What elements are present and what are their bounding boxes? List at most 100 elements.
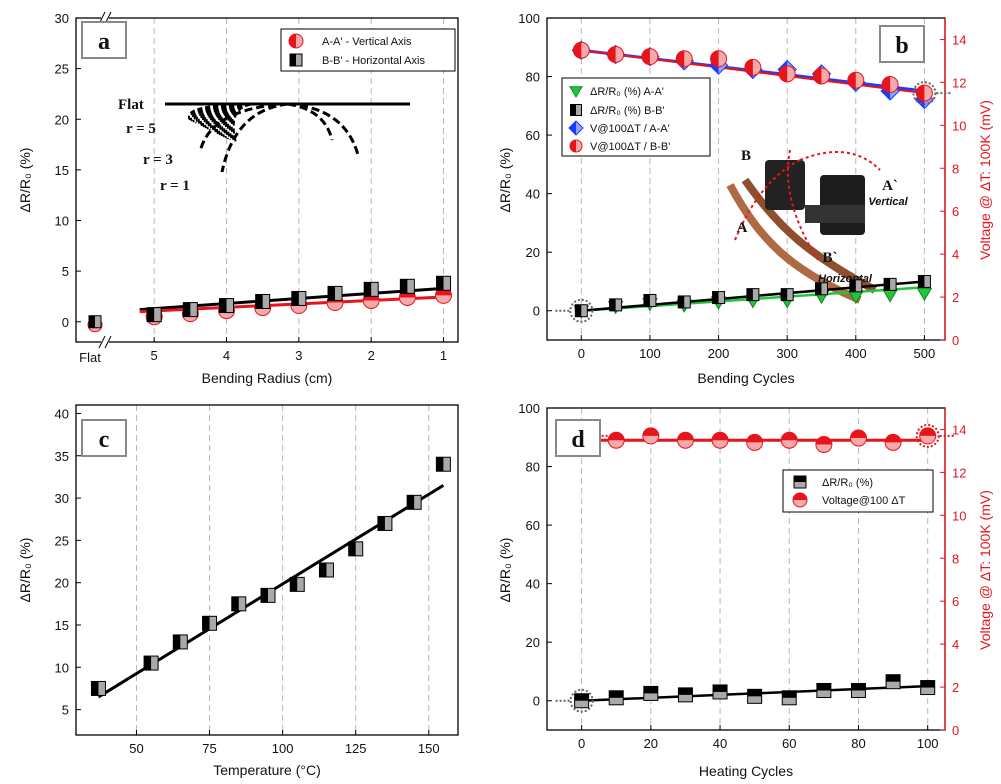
plot-frame <box>546 407 946 731</box>
legend-label: ΔR/R₀ (%) A-A' <box>590 86 664 98</box>
y-tick-label: 100 <box>518 401 540 416</box>
y-right-axis-title: Voltage @ ΔT: 100K (mV) <box>977 100 993 260</box>
legend-marker-half <box>793 493 807 500</box>
data-point <box>916 287 933 302</box>
data-point-half <box>255 294 263 309</box>
y-tick-label: 5 <box>62 703 69 718</box>
y-right-tick-label: 12 <box>952 465 966 480</box>
inset-curve <box>219 103 259 137</box>
panel-label: b <box>895 33 908 59</box>
y-tick-label: 20 <box>526 635 540 650</box>
data-point-half <box>710 50 719 67</box>
x-tick-label: 100 <box>917 736 939 751</box>
data-point-half <box>219 298 227 313</box>
x-tick-label: 100 <box>639 346 661 361</box>
y-tick-label: 25 <box>55 62 69 77</box>
y-right-tick-label: 10 <box>952 118 966 133</box>
inset-label: r = 5 <box>126 121 156 137</box>
data-point-half <box>573 42 582 59</box>
panel-b: 0 100 200 300 400 500 0 20 40 60 80 100 0 2 4 6 8 10 12 14 B… <box>497 11 993 386</box>
data-point-half <box>261 588 268 603</box>
y-tick-label: 20 <box>526 245 540 260</box>
y-tick-label: 100 <box>518 11 540 26</box>
data-point-half <box>319 563 327 577</box>
data-point-half <box>642 427 659 436</box>
y-tick-label: 40 <box>526 187 540 202</box>
y-right-tick-label: 14 <box>952 32 966 47</box>
data-point-half <box>744 59 753 76</box>
x-tick-label: 2 <box>368 348 375 363</box>
inset-label: A <box>737 220 748 236</box>
data-point-half <box>436 276 444 291</box>
x-tick-label: 100 <box>272 741 294 756</box>
y-right-tick-label: 10 <box>952 508 966 523</box>
data-point-half <box>712 291 719 304</box>
inset-curve <box>220 102 289 173</box>
y-tick-label: 35 <box>55 449 69 464</box>
data-point-half <box>678 295 685 308</box>
data-point-half <box>364 282 372 297</box>
y-right-tick-label: 2 <box>952 680 959 695</box>
data-point-half <box>813 67 822 84</box>
inset-curve <box>223 103 259 139</box>
legend-marker-half <box>570 140 576 152</box>
legend-label: ΔR/R₀ (%) B-B' <box>590 105 665 117</box>
data-point-half <box>643 686 658 694</box>
legend-marker-half <box>794 476 806 482</box>
legend: ΔR/R₀ (%) A-A' ΔR/R₀ (%) B-B' V@100ΔT / A-… <box>561 77 711 157</box>
legend-label: V@100ΔT / B-B' <box>590 141 670 153</box>
y-tick-label: 0 <box>62 315 69 330</box>
data-point-half <box>676 50 685 67</box>
legend-label: ΔR/R₀ (%) <box>822 477 873 489</box>
inset-curve <box>287 102 360 156</box>
y-tick-label: 0 <box>533 694 540 709</box>
data-point-half <box>328 286 336 301</box>
y-tick-label: 10 <box>55 214 69 229</box>
inset-label: r = 1 <box>160 178 190 194</box>
inset-label: A` <box>882 178 898 194</box>
panel-label: d <box>571 427 585 453</box>
data-point-half <box>574 693 589 701</box>
inset-curve <box>226 103 259 141</box>
legend-box <box>561 77 711 157</box>
axis-break-gap <box>101 12 109 24</box>
panel-label-box <box>555 419 601 457</box>
data-point-half <box>782 690 797 698</box>
device-block <box>805 205 865 223</box>
y-tick-label: 30 <box>55 491 69 506</box>
data-point-half <box>746 434 763 443</box>
data-point-half <box>920 680 935 688</box>
data-point-half <box>144 656 152 671</box>
y-tick-label: 15 <box>55 163 69 178</box>
y-right-tick-label: 8 <box>952 161 959 176</box>
x-tick-label: 50 <box>129 741 143 756</box>
data-point-half <box>348 541 356 556</box>
legend: A-A' - Vertical Axis B-B' - Horizontal Ax… <box>280 28 456 72</box>
x-tick-label: 125 <box>345 741 367 756</box>
inset-label: Flat <box>118 97 144 113</box>
data-point-half <box>407 495 415 510</box>
inset-label: B` <box>823 250 838 266</box>
inset-label: B <box>741 148 751 164</box>
inset-curve <box>287 102 334 141</box>
data-point-half <box>884 278 891 291</box>
data-point-half <box>747 689 762 697</box>
y-tick-label: 60 <box>526 128 540 143</box>
legend-marker-half <box>290 54 296 66</box>
data-point-half <box>678 687 693 695</box>
y-right-tick-label: 2 <box>952 290 959 305</box>
x-tick-label: 200 <box>708 346 730 361</box>
highlight-circle <box>569 298 594 323</box>
inset-curve <box>221 103 259 138</box>
plot-frame <box>75 17 459 343</box>
data-point-half <box>89 315 95 328</box>
data-point-half <box>847 72 856 89</box>
y-tick-label: 40 <box>526 577 540 592</box>
legend-marker <box>569 86 583 98</box>
panel-label: c <box>99 427 110 453</box>
y-tick-label: 0 <box>533 304 540 319</box>
x-tick-label: 40 <box>713 736 727 751</box>
x-axis-title: Bending Radius (cm) <box>202 370 333 386</box>
data-point <box>882 289 898 303</box>
